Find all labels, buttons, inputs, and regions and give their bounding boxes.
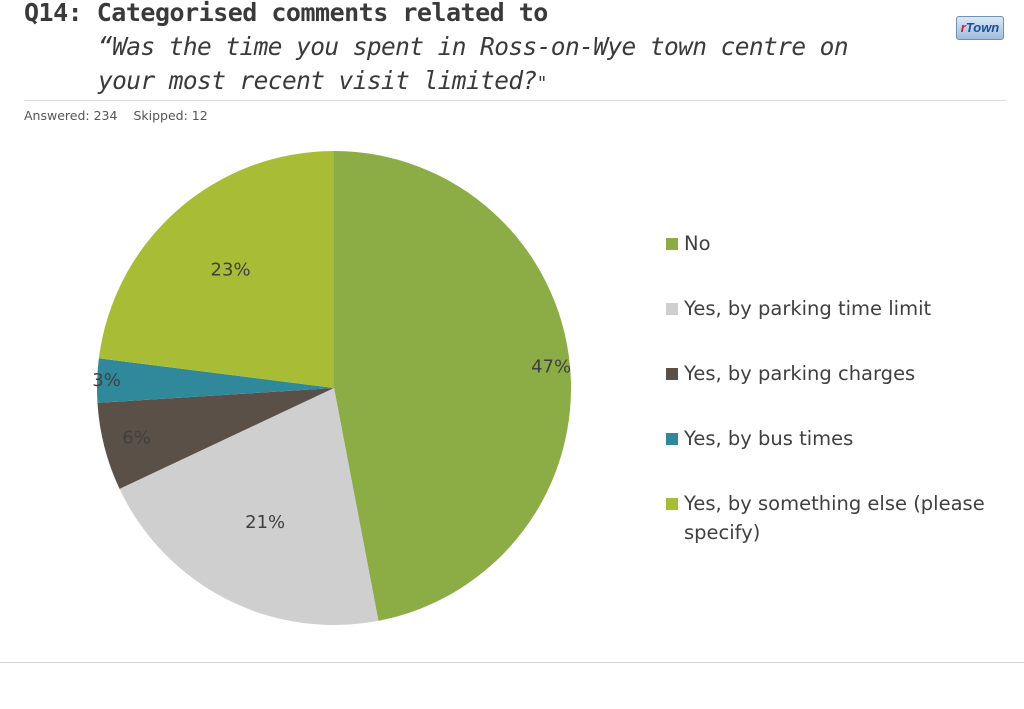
pie-slice-yes-by-bus-times xyxy=(97,358,334,403)
legend-swatch-yes-by-bus-times xyxy=(666,433,678,445)
header-divider xyxy=(24,100,1006,101)
legend-item-no: No xyxy=(666,229,1006,258)
legend-label-yes-by-bus-times: Yes, by bus times xyxy=(684,427,854,450)
legend-swatch-yes-by-something-else-please-specify xyxy=(666,498,678,510)
response-stats: Answered: 234 Skipped: 12 xyxy=(24,108,208,123)
slice-label-no: 47% xyxy=(531,356,571,377)
chart-subtitle: “Was the time you spent in Ross-on-Wye t… xyxy=(98,30,898,101)
legend-label-no: No xyxy=(684,232,711,255)
pie-slice-yes-by-parking-charges xyxy=(97,388,334,489)
slice-label-yes-by-parking-charges: 6% xyxy=(122,428,151,449)
rtown-logo[interactable]: rTown xyxy=(956,16,1004,40)
chart-title: Q14: Categorised comments related to xyxy=(24,0,548,27)
slice-label-yes-by-bus-times: 3% xyxy=(92,370,121,391)
pie-slice-yes-by-parking-time-limit xyxy=(119,388,379,625)
logo-town: Town xyxy=(965,20,1000,35)
legend-item-yes-by-parking-time-limit: Yes, by parking time limit xyxy=(666,294,1006,323)
pie-slice-no xyxy=(334,151,571,621)
answered-count: Answered: 234 xyxy=(24,108,118,123)
legend-label-yes-by-parking-charges: Yes, by parking charges xyxy=(684,362,916,385)
skipped-count: Skipped: 12 xyxy=(133,108,208,123)
legend-item-yes-by-something-else-please-specify: Yes, by something else (please specify) xyxy=(666,489,1006,547)
legend-swatch-no xyxy=(666,238,678,250)
slice-label-yes-by-parking-time-limit: 21% xyxy=(245,512,285,533)
legend-swatch-yes-by-parking-time-limit xyxy=(666,303,678,315)
footer-divider xyxy=(0,662,1024,663)
slice-label-yes-by-something-else-please-specify: 23% xyxy=(211,260,251,281)
legend-item-yes-by-bus-times: Yes, by bus times xyxy=(666,424,1006,453)
subtitle-closing-quote: " xyxy=(536,73,548,94)
legend-label-yes-by-something-else-please-specify: Yes, by something else (please specify) xyxy=(684,492,985,544)
logo-r: r xyxy=(960,20,966,35)
subtitle-text: “Was the time you spent in Ross-on-Wye t… xyxy=(98,32,849,95)
legend-item-yes-by-parking-charges: Yes, by parking charges xyxy=(666,359,1006,388)
legend-label-yes-by-parking-time-limit: Yes, by parking time limit xyxy=(684,297,932,320)
legend-swatch-yes-by-parking-charges xyxy=(666,368,678,380)
pie-slice-yes-by-something-else-please-specify xyxy=(98,151,335,388)
